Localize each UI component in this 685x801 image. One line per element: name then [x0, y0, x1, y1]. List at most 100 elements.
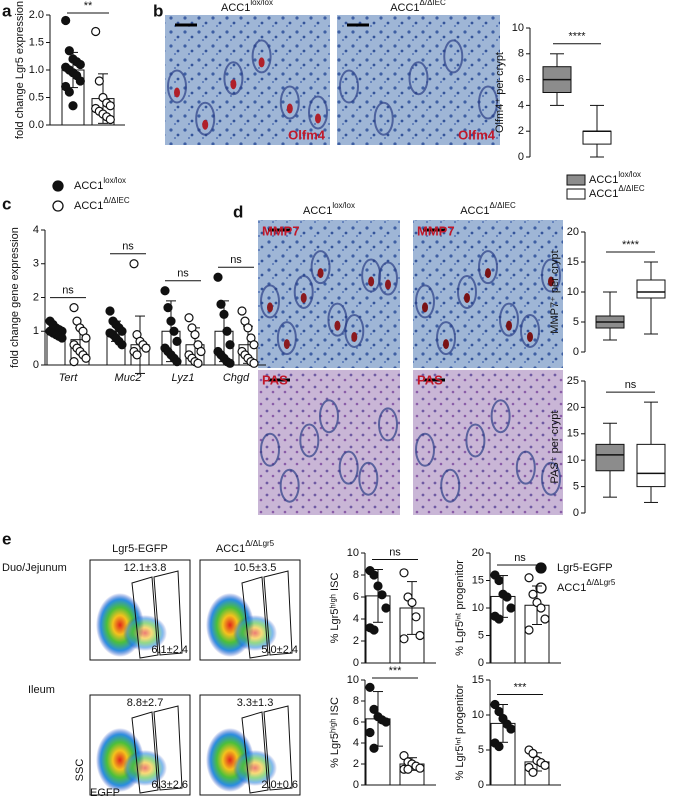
- flow-row-label: Ileum: [28, 684, 55, 696]
- data-point: [411, 612, 421, 622]
- crypt: [378, 261, 398, 296]
- y-tick-label: 10: [567, 454, 579, 466]
- image-title-text: ACC1: [390, 2, 419, 14]
- crypt: [260, 284, 280, 319]
- data-point: [105, 114, 115, 125]
- legend-marker: [52, 180, 64, 192]
- crypt: [520, 313, 540, 348]
- micrograph: [165, 15, 330, 145]
- crypt: [276, 321, 297, 356]
- data-point: [524, 625, 534, 635]
- flow-column-label-text: Lgr5-EGFP: [112, 543, 168, 555]
- box: [595, 443, 625, 472]
- legend-label-text: ACC1: [589, 188, 618, 200]
- stain-label: MMP7: [262, 223, 300, 238]
- crypt: [515, 450, 536, 485]
- y-tick-label: 0.5: [29, 91, 44, 103]
- data-point: [365, 727, 375, 738]
- x-tick-label: Tert: [59, 372, 78, 384]
- y-tick-label: 15: [567, 428, 579, 440]
- data-point: [57, 333, 67, 343]
- micrograph: [258, 370, 400, 515]
- data-point: [163, 303, 173, 313]
- data-point: [196, 346, 206, 357]
- data-point: [415, 630, 425, 641]
- legend-swatch: [566, 174, 586, 186]
- y-axis-label: % Lgr5ⁱⁿᵗ progenitor: [454, 560, 466, 656]
- gate-value: 6.3±2.6: [151, 779, 188, 791]
- data-point: [222, 326, 232, 336]
- image-title-sup: lox/lox: [332, 201, 355, 210]
- data-point: [225, 358, 235, 368]
- data-point: [81, 333, 91, 343]
- y-tick-label: 25: [567, 375, 579, 387]
- y-tick-label: 0.0: [29, 119, 44, 131]
- data-point: [494, 575, 504, 586]
- stain-spot: [527, 331, 533, 342]
- image-title-text: ACC1: [303, 205, 332, 217]
- data-point: [494, 706, 504, 717]
- y-tick-label: 10: [512, 22, 524, 34]
- panel-letter: d: [233, 202, 243, 221]
- data-point: [249, 340, 259, 350]
- flow-gate: [153, 705, 183, 791]
- image-title: ACC1lox/lox: [221, 0, 273, 14]
- y-tick-label: 10: [567, 286, 579, 298]
- y-tick-label: 5: [573, 316, 579, 328]
- stain-spot: [443, 339, 449, 350]
- y-tick-label: 0: [353, 657, 359, 669]
- image-title-sup: Δ/ΔIEC: [490, 201, 516, 210]
- legend-label-sup: Δ/ΔIEC: [618, 184, 644, 193]
- data-point: [494, 741, 504, 752]
- data-point: [172, 336, 182, 346]
- stain-spot: [368, 276, 375, 287]
- crypt: [167, 69, 187, 104]
- data-point: [160, 286, 170, 296]
- legend-label-text: ACC1: [74, 180, 103, 192]
- data-point: [117, 326, 127, 336]
- gate-value: 12.1±3.8: [124, 562, 167, 574]
- y-axis-label: fold change Lgr5 expression: [14, 1, 26, 139]
- crypt: [260, 432, 280, 467]
- data-point: [369, 570, 379, 580]
- data-point: [184, 313, 194, 323]
- data-point: [225, 340, 235, 350]
- flow-gate: [263, 570, 293, 656]
- legend-label-sup: Δ/ΔLgr5: [586, 578, 615, 587]
- stain-spot: [174, 87, 180, 98]
- crypt: [279, 85, 300, 120]
- data-point: [377, 590, 387, 600]
- data-point: [249, 358, 259, 368]
- flow-gate: [131, 576, 159, 659]
- flow-gate: [241, 711, 269, 794]
- data-point: [69, 357, 79, 367]
- legend-label: ACC1lox/lox: [589, 170, 641, 186]
- significance-label: ***: [389, 665, 403, 677]
- data-point: [68, 101, 78, 111]
- data-point: [91, 26, 101, 37]
- data-point: [369, 704, 379, 715]
- flow-gate: [241, 576, 269, 659]
- y-tick-label: 8: [353, 569, 359, 581]
- y-tick-label: 2: [353, 758, 359, 770]
- panel-letter: a: [2, 1, 12, 20]
- data-point: [399, 568, 409, 578]
- y-tick-label: 8: [518, 48, 524, 60]
- y-tick-label: 2: [518, 125, 524, 137]
- stain-spot: [485, 268, 491, 279]
- data-point: [190, 330, 200, 340]
- data-point: [369, 625, 379, 635]
- y-tick-label: 6: [353, 591, 359, 603]
- crypt: [308, 95, 328, 130]
- y-tick-label: 20: [567, 401, 579, 413]
- data-point: [193, 358, 203, 368]
- significance-label: ns: [122, 241, 134, 253]
- crypt: [465, 423, 486, 458]
- data-point: [365, 682, 375, 692]
- y-tick-label: 4: [33, 224, 39, 236]
- significance-label: **: [84, 0, 93, 12]
- flow-gate: [153, 570, 183, 656]
- data-point: [506, 603, 516, 613]
- crypt: [339, 69, 359, 104]
- y-tick-label: 10: [472, 709, 484, 721]
